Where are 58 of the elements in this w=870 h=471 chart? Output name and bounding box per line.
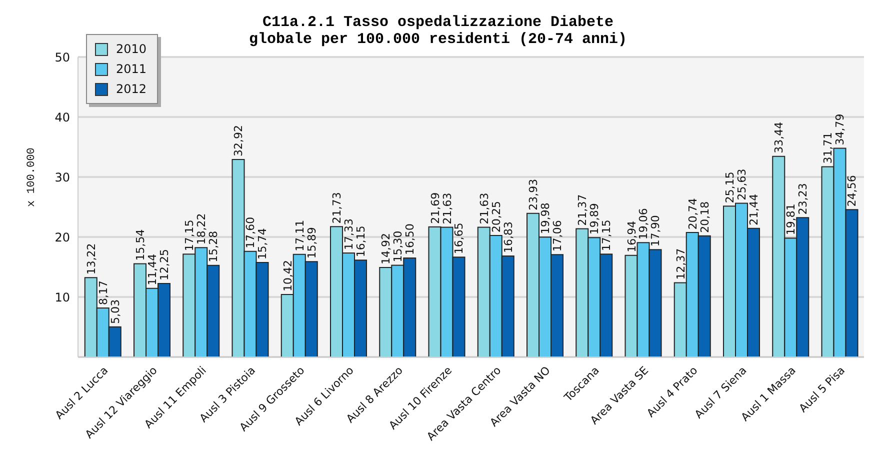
y-tick-label: 40: [54, 110, 70, 124]
data-label: 16,15: [354, 226, 368, 258]
data-label: 16,83: [502, 222, 515, 254]
data-label: 17,15: [183, 220, 196, 252]
data-label: 16,94: [625, 220, 638, 252]
chart-title: C11a.2.1 Tasso ospedalizzazione Diabete globale per 100.000 residenti (20-74 anni): [248, 14, 628, 48]
data-label: 21,69: [428, 192, 442, 224]
data-label: 20,25: [490, 201, 503, 232]
data-label: 19,06: [637, 208, 650, 240]
y-axis-title: x 100.000: [26, 148, 38, 207]
data-label: 20,74: [686, 198, 700, 230]
data-label: 19,98: [539, 202, 552, 234]
data-label: 21,63: [440, 192, 454, 224]
data-label: 17,33: [342, 218, 356, 250]
data-label: 21,63: [478, 192, 491, 224]
y-tick-label: 20: [54, 230, 70, 244]
data-label: 25,15: [724, 172, 737, 204]
data-label: 21,73: [330, 192, 344, 224]
data-label: 23,93: [527, 178, 540, 210]
data-label: 11,44: [146, 254, 160, 286]
data-label: 20,18: [698, 201, 712, 233]
data-label: 19,89: [588, 203, 602, 235]
data-label: 16,65: [452, 222, 466, 254]
data-label: 17,11: [293, 220, 306, 252]
data-label: 31,71: [822, 132, 835, 164]
data-label: 19,81: [784, 204, 798, 236]
data-label: 12,25: [158, 249, 172, 280]
legend-label: 2011: [116, 62, 147, 76]
data-label: 17,60: [244, 216, 258, 248]
data-label: 10,42: [281, 260, 294, 292]
data-label: 17,06: [551, 220, 564, 252]
data-label: 34,79: [834, 114, 847, 146]
data-label: 17,90: [649, 215, 662, 247]
data-label: 12,37: [674, 248, 688, 280]
data-label: 5,03: [108, 299, 122, 324]
data-label: 14,92: [380, 232, 393, 264]
data-label: 13,22: [84, 243, 98, 275]
legend-label: 2012: [116, 82, 147, 96]
data-label: 33,44: [772, 122, 786, 154]
legend-label: 2010: [116, 42, 147, 56]
data-label: 15,54: [134, 229, 148, 261]
data-label: 16,50: [404, 224, 417, 255]
data-label: 23,23: [796, 183, 810, 215]
y-tick-label: 30: [54, 170, 70, 184]
data-label: 17,15: [600, 220, 614, 252]
data-label: 18,22: [195, 213, 208, 245]
y-tick-label: 50: [54, 50, 70, 64]
data-label: 15,74: [256, 228, 270, 260]
data-label: 25,63: [736, 168, 749, 200]
data-label: 15,30: [392, 230, 405, 262]
data-label: 15,89: [305, 227, 318, 259]
data-label: 21,44: [748, 194, 761, 226]
data-label: 21,37: [576, 194, 590, 226]
y-tick-label: 10: [54, 290, 70, 304]
data-label: 8,17: [96, 280, 110, 305]
data-label: 32,92: [232, 124, 246, 156]
data-label: 24,56: [846, 175, 859, 207]
data-label: 15,28: [207, 230, 220, 262]
